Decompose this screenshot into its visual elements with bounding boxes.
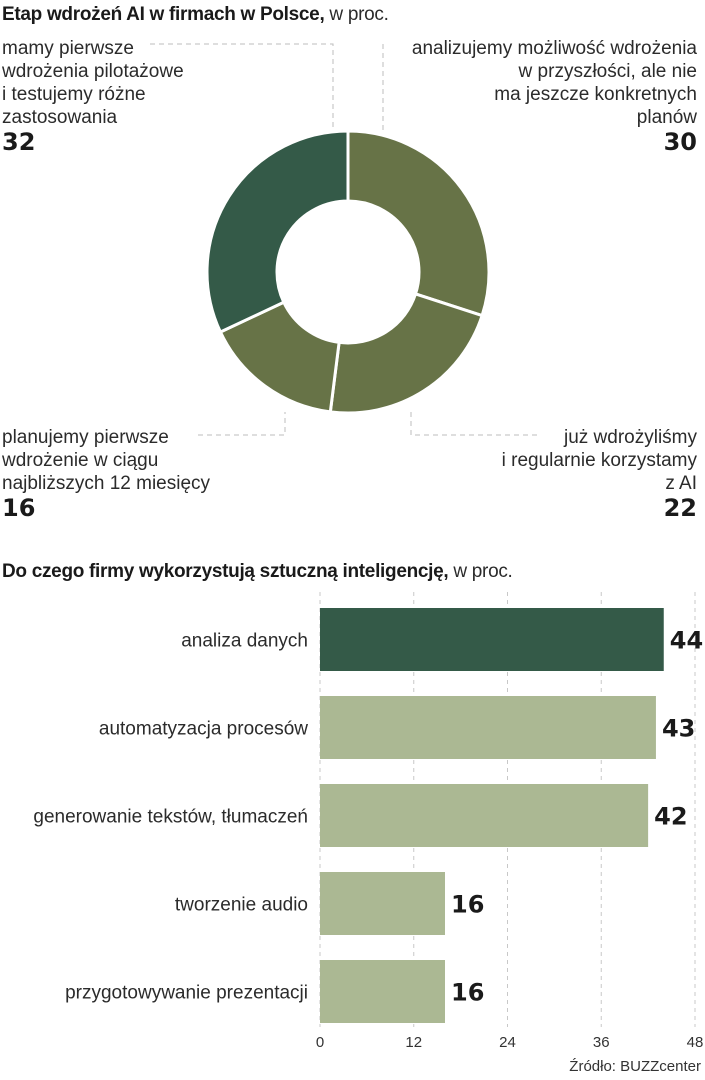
bar [320, 696, 656, 759]
x-tick-label: 48 [687, 1034, 704, 1051]
donut-label-line: wdrożenia pilotażowe [2, 61, 184, 82]
x-tick-label: 36 [593, 1034, 610, 1051]
donut-label-line: zastosowania [2, 107, 118, 128]
donut-label-line: najbliższych 12 miesięcy [2, 473, 211, 494]
donut-value-done: 22 [663, 494, 697, 522]
bar-value-label: 43 [662, 715, 695, 743]
bar-value-label: 44 [670, 627, 703, 655]
donut-title-main: Etap wdrożeń AI w firmach w Polsce, [2, 4, 325, 25]
bar [320, 608, 664, 671]
donut-label-line: ma jeszcze konkretnych [494, 84, 697, 105]
donut-slice [346, 129, 491, 318]
category-label: generowanie tekstów, tłumaczeń [33, 807, 308, 828]
donut-title-unit: w proc. [329, 4, 389, 25]
bar [320, 784, 649, 847]
category-label: automatyzacja procesów [99, 719, 308, 740]
bar-chart: 0 12 24 36 48 analiza danych 44 automatyzacja p… [33, 592, 703, 1051]
donut-value-future: 30 [663, 128, 697, 156]
leader-line-pilot [150, 43, 334, 132]
category-label: analiza danych [181, 631, 308, 652]
donut-label-line: i regularnie korzystamy [501, 450, 697, 471]
bar-title-main: Do czego firmy wykorzystują sztuczną int… [2, 561, 449, 582]
donut-slice [205, 129, 350, 335]
donut-label-line: wdrożenie w ciągu [2, 450, 159, 471]
donut-label-plan: planujemy pierwsze wdrożenie w ciągu naj… [2, 426, 210, 520]
leader-line-done [410, 412, 540, 436]
x-tick-label: 12 [405, 1034, 422, 1051]
donut-label-line: w przyszłości, ale nie [518, 61, 697, 82]
donut-title: Etap wdrożeń AI w firmach w Polsce, w pr… [2, 4, 389, 26]
donut-label-line: już wdrożyliśmy [563, 427, 697, 448]
donut-value-plan: 16 [2, 494, 36, 522]
bar-title-unit: w proc. [453, 561, 513, 582]
donut-label-line: z AI [665, 473, 697, 494]
bar [320, 872, 445, 935]
category-label: tworzenie audio [175, 895, 308, 916]
donut-value-pilot: 32 [2, 128, 36, 156]
donut-label-line: planujemy pierwsze [2, 427, 169, 448]
donut-chart [205, 129, 491, 415]
donut-slice [328, 292, 484, 415]
bar-value-label: 16 [451, 891, 484, 919]
bar-value-label: 42 [654, 803, 687, 831]
x-tick-label: 24 [499, 1034, 516, 1051]
leader-lines [150, 43, 540, 436]
bar [320, 960, 445, 1023]
donut-label-pilot: mamy pierwsze wdrożenia pilotażowe i tes… [2, 37, 184, 154]
donut-label-line: analizujemy możliwość wdrożenia [411, 38, 697, 59]
donut-label-line: mamy pierwsze [2, 38, 134, 59]
donut-label-line: planów [636, 107, 697, 128]
bar-value-label: 16 [451, 979, 484, 1007]
category-label: przygotowywanie prezentacji [65, 983, 308, 1004]
donut-label-future: analizujemy możliwość wdrożenia w przysz… [412, 37, 697, 154]
donut-label-line: i testujemy różne [2, 84, 146, 105]
donut-label-done: już wdrożyliśmy i regularnie korzystamy … [502, 426, 697, 520]
source-note: Źródło: BUZZcenter [569, 1058, 701, 1075]
bar-title: Do czego firmy wykorzystują sztuczną int… [2, 561, 513, 583]
x-tick-label: 0 [316, 1034, 324, 1051]
leader-line-plan [198, 412, 286, 436]
